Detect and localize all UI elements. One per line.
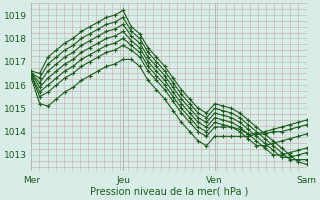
X-axis label: Pression niveau de la mer( hPa ): Pression niveau de la mer( hPa )	[90, 187, 248, 197]
